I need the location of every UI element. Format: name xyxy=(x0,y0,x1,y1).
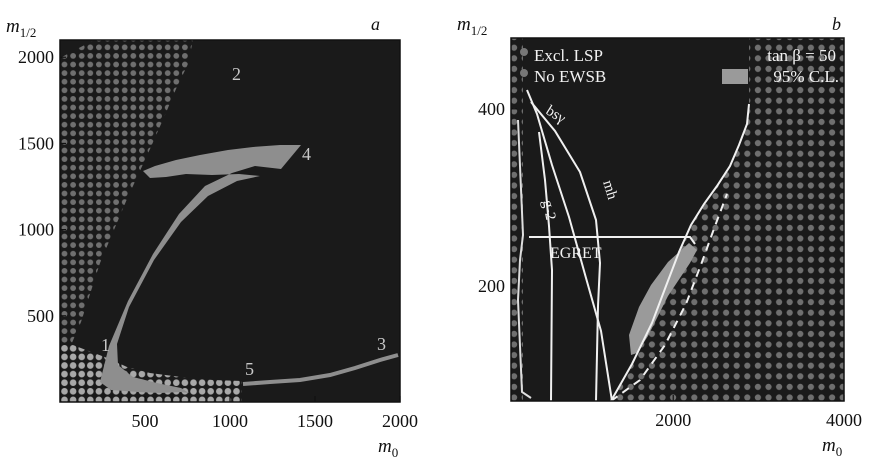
panel-a-contour-4 xyxy=(100,145,301,393)
panel-b-excluded-right-region xyxy=(611,38,844,401)
panel-a-xlabel: m0 xyxy=(378,436,398,460)
panel-b-xlabel: m0 xyxy=(822,435,842,459)
panel-b-legend-dot-ewsb xyxy=(520,69,528,77)
panel-b-excluded-left-strip xyxy=(511,38,523,401)
panel-b: Excl. LSP No EWSB tan β = 50 95% C.L. bs… xyxy=(457,14,862,459)
panel-a-ytick-label-0: 500 xyxy=(27,306,54,326)
panel-b-ylabel: m1/2 xyxy=(457,14,487,38)
panel-a-xtick-label-0: 500 xyxy=(132,411,159,431)
panel-b-letter: b xyxy=(832,14,841,34)
panel-a: 1 2 3 4 5 a 500 1000 1500 2000 500 1000 1500 20… xyxy=(6,14,418,460)
panel-a-contour-3 xyxy=(242,353,399,386)
panel-a-letter: a xyxy=(371,14,380,34)
panel-a-xtick-label-3: 2000 xyxy=(382,411,418,431)
panel-b-g2-line xyxy=(538,131,554,401)
panel-b-egret-line xyxy=(529,236,696,245)
panel-b-ewsb-boundary xyxy=(516,119,532,399)
panel-b-axes: 2000 4000 200 400 m0 m1/2 xyxy=(457,14,862,459)
panel-a-label-4: 4 xyxy=(302,144,311,164)
panel-a-contour-labels: 1 2 3 4 5 xyxy=(101,64,386,379)
panel-a-ylabel: m1/2 xyxy=(6,16,36,40)
panel-b-contours xyxy=(516,89,750,401)
panel-b-lsp-boundary xyxy=(610,103,750,401)
panel-b-xtick-label-1: 4000 xyxy=(826,410,862,430)
panel-a-no-ewsb-region xyxy=(60,345,242,402)
panel-a-ytick-label-3: 2000 xyxy=(18,47,54,67)
panel-a-xtick-label-1: 1000 xyxy=(212,411,248,431)
panel-b-xtick-label-0: 2000 xyxy=(655,410,691,430)
panel-a-label-1: 1 xyxy=(101,335,110,355)
panel-a-excluded-left-region xyxy=(60,40,193,345)
panel-a-label-3: 3 xyxy=(377,334,386,354)
panel-b-ytick-label-0: 200 xyxy=(478,276,505,296)
panel-a-axes: 500 1000 1500 2000 500 1000 1500 2000 m0 m1/2 xyxy=(6,16,418,460)
panel-b-frame xyxy=(510,37,845,402)
panel-b-mh-line xyxy=(530,101,602,401)
panel-b-mh-label: mh xyxy=(599,178,620,201)
panel-b-ytick-label-1: 400 xyxy=(478,99,505,119)
panel-a-ytick-label-2: 1500 xyxy=(18,133,54,153)
panel-a-ytick-label-1: 1000 xyxy=(18,220,54,240)
panel-b-dashed-boundary xyxy=(610,193,728,401)
panel-b-legend-lsp: Excl. LSP xyxy=(534,46,603,65)
panel-b-cl-swatch xyxy=(722,69,748,84)
panel-b-g2-label: g-2 xyxy=(539,199,558,221)
panel-b-legend-ewsb: No EWSB xyxy=(534,67,606,86)
panel-a-xtick-label-2: 1500 xyxy=(297,411,333,431)
panel-b-cl-region xyxy=(629,243,697,355)
panel-a-label-2: 2 xyxy=(232,64,241,84)
panel-b-cl-label: 95% C.L. xyxy=(773,67,839,86)
panel-b-bsg-line xyxy=(526,89,613,401)
panel-a-label-5: 5 xyxy=(245,359,254,379)
panel-b-legend-dot-lsp xyxy=(520,48,528,56)
panel-b-tanbeta-label: tan β = 50 xyxy=(767,46,836,65)
panel-b-egret-label: EGRET xyxy=(550,245,602,262)
